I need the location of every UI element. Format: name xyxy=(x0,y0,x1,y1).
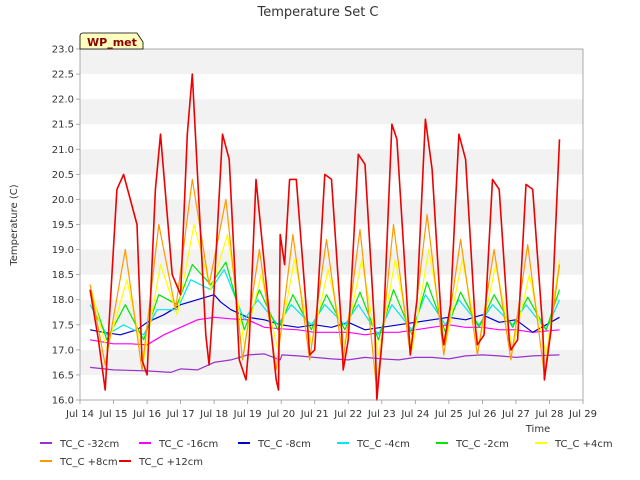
legend-item: TC_C +4cm xyxy=(535,439,613,450)
x-tick-label: Jul 16 xyxy=(132,409,161,420)
y-tick-label: 22.5 xyxy=(52,70,74,81)
x-tick-label: Jul 24 xyxy=(400,409,429,420)
grid-band xyxy=(80,49,583,75)
grid-band xyxy=(80,349,583,375)
legend-label: TC_C -32cm xyxy=(59,439,119,450)
grid-band xyxy=(80,324,583,350)
grid-band xyxy=(80,199,583,225)
x-tick-label: Jul 21 xyxy=(300,409,329,420)
y-tick-label: 20.0 xyxy=(52,195,74,206)
legend-label: TC_C -2cm xyxy=(455,439,509,450)
y-tick-label: 17.5 xyxy=(52,320,74,331)
grid-band xyxy=(80,249,583,275)
x-tick-label: Jul 25 xyxy=(434,409,463,420)
y-tick-label: 16.0 xyxy=(52,396,74,407)
x-tick-label: Jul 18 xyxy=(199,409,228,420)
y-tick-label: 21.5 xyxy=(52,120,74,131)
site-label-box: WP_met xyxy=(79,32,144,50)
x-tick-label: Jul 29 xyxy=(568,409,597,420)
y-tick-label: 19.0 xyxy=(52,245,74,256)
x-axis-label: Time xyxy=(525,424,550,435)
grid-band xyxy=(80,74,583,100)
legend-item: TC_C +12cm xyxy=(119,457,203,468)
series-line xyxy=(90,353,560,373)
legend-label: TC_C -4cm xyxy=(356,439,410,450)
legend-item: TC_C +8cm xyxy=(40,457,118,468)
legend-item: TC_C -2cm xyxy=(436,439,509,450)
x-axis: Jul 14 Jul 15 Jul 16 Jul 17 Jul 18 Jul 19 Jul … xyxy=(65,400,597,420)
y-tick-label: 22.0 xyxy=(52,95,74,106)
y-tick-label: 17.0 xyxy=(52,345,74,356)
legend-label: TC_C +12cm xyxy=(138,457,203,468)
y-tick-label: 20.5 xyxy=(52,170,74,181)
x-tick-label: Jul 22 xyxy=(333,409,362,420)
legend-label: TC_C +4cm xyxy=(554,439,613,450)
legend-item: TC_C -16cm xyxy=(139,439,218,450)
legend-label: TC_C -8cm xyxy=(257,439,311,450)
site-label: WP_met xyxy=(87,36,137,49)
y-tick-label: 21.0 xyxy=(52,145,74,156)
y-axis-label: Temperature (C) xyxy=(9,184,20,266)
x-tick-label: Jul 19 xyxy=(233,409,262,420)
legend-label: TC_C -16cm xyxy=(158,439,218,450)
legend-item: TC_C -4cm xyxy=(337,439,410,450)
x-tick-label: Jul 23 xyxy=(367,409,396,420)
y-axis: 16.0 16.5 17.0 17.5 18.0 18.5 19.0 19.5 20.0 20.5… xyxy=(52,45,80,407)
series-line xyxy=(89,316,560,346)
series-line xyxy=(89,294,560,336)
x-tick-label: Jul 26 xyxy=(467,409,496,420)
y-tick-label: 19.5 xyxy=(52,220,74,231)
legend-item: TC_C -32cm xyxy=(40,439,119,450)
x-tick-label: Jul 14 xyxy=(65,409,94,420)
legend: TC_C -32cm TC_C -16cm TC_C -8cm TC_C -4cm TC… xyxy=(40,439,613,468)
grid-band xyxy=(80,224,583,250)
legend-item: TC_C -8cm xyxy=(238,439,311,450)
grid-bands xyxy=(80,49,583,400)
series-lines xyxy=(89,73,561,401)
grid-band xyxy=(80,149,583,175)
y-tick-label: 16.5 xyxy=(52,370,74,381)
x-tick-label: Jul 15 xyxy=(99,409,128,420)
chart-title: Temperature Set C xyxy=(256,5,378,20)
legend-label: TC_C +8cm xyxy=(59,457,118,468)
x-tick-label: Jul 17 xyxy=(166,409,195,420)
grid-band xyxy=(80,374,583,400)
series-line xyxy=(89,178,561,391)
y-tick-label: 23.0 xyxy=(52,45,74,56)
x-tick-label: Jul 20 xyxy=(266,409,295,420)
x-tick-label: Jul 28 xyxy=(534,409,563,420)
y-tick-label: 18.5 xyxy=(52,270,74,281)
y-tick-label: 18.0 xyxy=(52,295,74,306)
grid-band xyxy=(80,99,583,125)
grid-band xyxy=(80,124,583,150)
series-line xyxy=(89,73,561,401)
x-tick-label: Jul 27 xyxy=(501,409,530,420)
